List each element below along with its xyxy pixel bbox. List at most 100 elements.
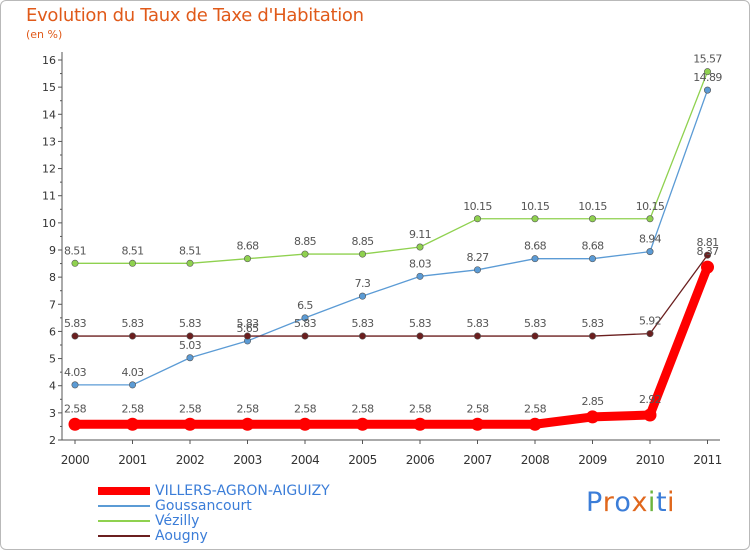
data-label: 2.92	[639, 393, 661, 406]
data-point	[646, 215, 654, 223]
brand-letter: P	[586, 487, 603, 518]
data-label: 8.85	[294, 235, 317, 248]
data-label: 9.11	[409, 228, 431, 241]
brand-letter: i	[647, 487, 656, 518]
y-tick-label: 10	[42, 217, 56, 230]
data-point	[358, 250, 366, 258]
data-point	[129, 259, 137, 267]
chart-title: Evolution du Taux de Taxe d'Habitation	[26, 5, 364, 26]
data-point	[71, 381, 79, 389]
data-point	[301, 250, 309, 258]
data-point	[531, 255, 539, 263]
y-tick-label: 3	[49, 407, 56, 420]
y-tick-label: 2	[49, 434, 56, 447]
data-point	[298, 417, 312, 431]
data-label: 5.83	[236, 317, 259, 330]
data-label: 8.81	[696, 236, 718, 249]
data-label: 4.03	[64, 366, 87, 379]
brand-letter: x	[631, 487, 648, 518]
data-point	[528, 417, 542, 431]
data-point	[471, 417, 484, 431]
y-tick-label: 5	[49, 353, 56, 366]
x-tick-label: 2007	[463, 453, 492, 467]
data-point	[416, 243, 424, 251]
data-label: 8.85	[351, 235, 374, 248]
data-label: 5.83	[581, 317, 604, 330]
chart-subtitle: (en %)	[26, 28, 63, 41]
data-point	[301, 314, 309, 322]
y-tick-label: 8	[49, 271, 56, 284]
legend-label: Aougny	[155, 528, 208, 544]
y-tick-label: 13	[42, 135, 56, 148]
brand-letter: i	[667, 487, 676, 518]
x-tick-label: 2002	[176, 453, 205, 467]
data-label: 2.58	[64, 402, 87, 415]
data-point	[701, 260, 714, 274]
brand-letter: o	[614, 487, 632, 518]
data-label: 2.58	[236, 402, 259, 415]
data-label: 8.51	[121, 244, 143, 257]
data-point	[186, 259, 194, 267]
data-label: 5.83	[64, 317, 87, 330]
data-label: 2.58	[121, 402, 144, 415]
data-label: 8.68	[524, 240, 547, 253]
data-label: 5.92	[639, 315, 661, 328]
data-label: 7.3	[355, 277, 371, 290]
data-label: 15.57	[693, 53, 722, 66]
data-point	[71, 332, 79, 340]
legend-swatch	[98, 535, 150, 537]
y-tick-label: 16	[42, 54, 56, 67]
data-label: 6.5	[297, 299, 313, 312]
data-point	[183, 417, 197, 431]
data-point	[703, 86, 711, 94]
data-point	[588, 215, 596, 223]
data-label: 8.68	[236, 240, 259, 253]
series-line	[74, 71, 709, 264]
data-label: 5.83	[179, 317, 202, 330]
data-label: 5.65	[236, 322, 259, 335]
data-point	[358, 332, 366, 340]
data-label: 4.03	[121, 366, 144, 379]
legend-swatch	[98, 487, 150, 495]
legend-label: Goussancourt	[155, 498, 252, 514]
data-label: 8.94	[639, 233, 662, 246]
data-label: 8.68	[581, 240, 604, 253]
x-tick-label: 2009	[578, 453, 607, 467]
x-tick-label: 2008	[521, 453, 550, 467]
data-label: 2.58	[351, 402, 374, 415]
data-point	[68, 417, 82, 431]
data-label: 8.03	[409, 257, 432, 270]
data-label: 5.03	[179, 339, 202, 352]
data-label: 5.83	[409, 317, 432, 330]
data-point	[241, 417, 254, 431]
data-point	[129, 332, 137, 340]
x-tick-label: 2003	[233, 453, 262, 467]
data-label: 2.58	[294, 402, 317, 415]
data-label: 8.37	[696, 245, 719, 258]
data-point	[531, 215, 539, 223]
x-tick-label: 2000	[61, 453, 90, 467]
x-tick-label: 2005	[348, 453, 377, 467]
data-point	[244, 332, 252, 340]
x-tick-label: 2006	[406, 453, 435, 467]
data-label: 8.51	[179, 244, 201, 257]
data-point	[703, 251, 711, 259]
data-point	[244, 255, 252, 263]
data-label: 2.85	[581, 395, 604, 408]
y-tick-label: 11	[42, 190, 56, 203]
data-point	[129, 381, 137, 389]
data-label: 10.15	[521, 200, 550, 213]
data-point	[473, 266, 481, 274]
data-point	[416, 332, 424, 340]
x-tick-label: 2010	[636, 453, 665, 467]
data-label: 14.89	[693, 71, 722, 84]
data-point	[588, 255, 596, 263]
series-line	[70, 262, 712, 429]
legend-swatch	[98, 505, 150, 507]
data-point	[646, 330, 654, 338]
data-label: 2.58	[466, 402, 489, 415]
brand-letter: t	[655, 487, 668, 518]
y-tick-label: 14	[42, 108, 56, 121]
